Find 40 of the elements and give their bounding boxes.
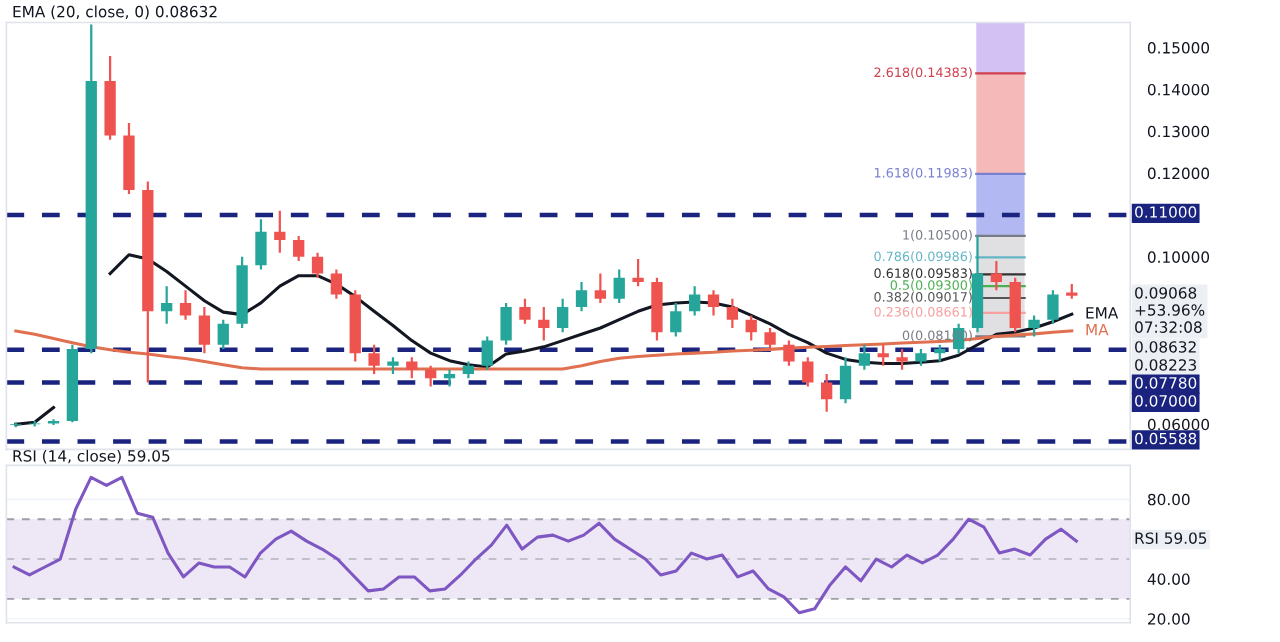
candlestick [1028, 314, 1040, 338]
candlestick [368, 343, 380, 376]
candlestick [217, 318, 229, 351]
line-series [12, 475, 1078, 615]
candlestick [745, 314, 757, 342]
candlestick [613, 268, 625, 305]
candlestick [858, 343, 871, 371]
candlestick [896, 347, 908, 371]
candlestick [198, 305, 211, 355]
candlestick [575, 280, 588, 313]
candlestick [726, 297, 739, 330]
candlestick [839, 356, 852, 405]
candlestick [990, 259, 1003, 292]
candlestick [821, 372, 833, 413]
candlestick [519, 297, 531, 325]
candlestick [161, 285, 173, 325]
candlestick [255, 218, 267, 271]
candlestick [538, 305, 550, 342]
candlestick [179, 289, 192, 321]
candlestick [594, 272, 607, 305]
candlestick [783, 339, 795, 367]
candlestick [707, 289, 720, 317]
candlestick [481, 335, 493, 371]
candlestick [406, 356, 418, 380]
candlestick [802, 356, 814, 388]
candlestick [293, 234, 305, 263]
candlestick [274, 209, 286, 254]
candlestick [557, 297, 569, 334]
candlestick [425, 364, 437, 388]
candlestick [1047, 289, 1059, 325]
candlestick [330, 268, 343, 300]
candlestick [1009, 276, 1021, 334]
candlestick [670, 301, 682, 338]
candlestick [311, 251, 324, 279]
candlestick [443, 368, 456, 388]
candlestick [877, 343, 889, 367]
candlestick [500, 301, 512, 346]
candlestick [632, 257, 644, 288]
candlestick [764, 326, 776, 351]
candlestick [689, 285, 701, 317]
